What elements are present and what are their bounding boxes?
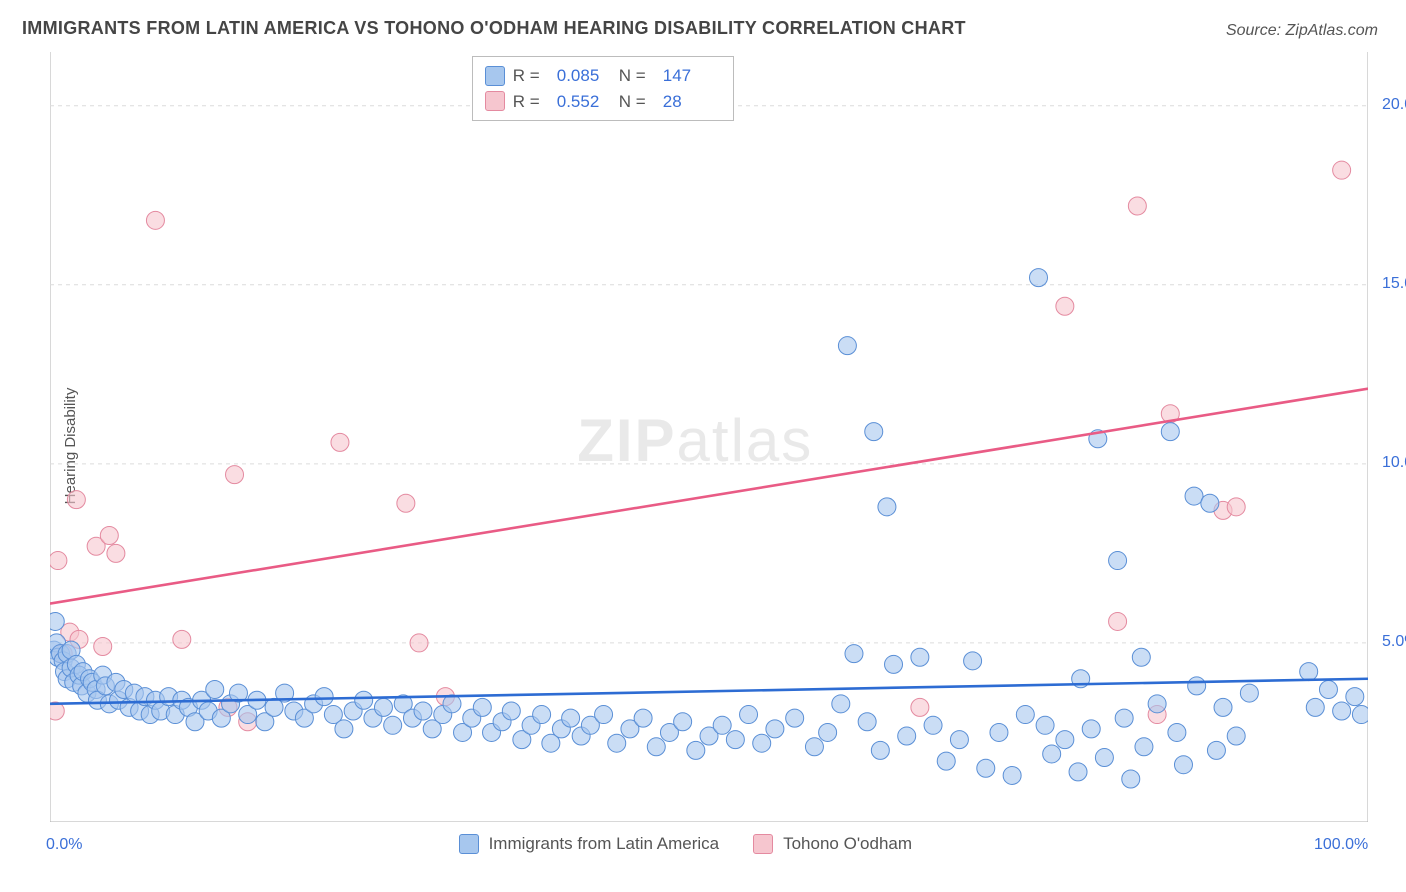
plot-area: ZIPatlas bbox=[50, 52, 1368, 822]
series-b-label: Tohono O'odham bbox=[783, 834, 912, 854]
axis-tick-label: 15.0% bbox=[1382, 275, 1406, 293]
legend-row: R = 0.085 N = 147 bbox=[485, 63, 717, 89]
series-a-label: Immigrants from Latin America bbox=[489, 834, 720, 854]
axis-tick-label: 20.0% bbox=[1382, 96, 1406, 114]
scatter-svg bbox=[50, 52, 1368, 822]
chart-title: IMMIGRANTS FROM LATIN AMERICA VS TOHONO … bbox=[22, 18, 966, 39]
n-label: N = bbox=[619, 63, 655, 89]
legend-item: Immigrants from Latin America bbox=[459, 834, 720, 854]
series-b-swatch bbox=[753, 834, 773, 854]
source-attribution: Source: ZipAtlas.com bbox=[1226, 22, 1378, 40]
series-a-swatch bbox=[485, 66, 505, 86]
r-value: 0.552 bbox=[557, 89, 611, 115]
axis-tick-label: 0.0% bbox=[46, 836, 82, 854]
chart-container: IMMIGRANTS FROM LATIN AMERICA VS TOHONO … bbox=[0, 0, 1406, 892]
axis-tick-label: 10.0% bbox=[1382, 454, 1406, 472]
correlation-legend: R = 0.085 N = 147 R = 0.552 N = 28 bbox=[472, 56, 734, 121]
series-a-swatch bbox=[459, 834, 479, 854]
n-value: 147 bbox=[663, 63, 717, 89]
r-label: R = bbox=[513, 89, 549, 115]
r-label: R = bbox=[513, 63, 549, 89]
r-value: 0.085 bbox=[557, 63, 611, 89]
series-legend: Immigrants from Latin America Tohono O'o… bbox=[459, 834, 912, 854]
source-name[interactable]: ZipAtlas.com bbox=[1286, 22, 1378, 39]
series-b-swatch bbox=[485, 91, 505, 111]
n-label: N = bbox=[619, 89, 655, 115]
axis-tick-label: 100.0% bbox=[1314, 836, 1368, 854]
source-label: Source: bbox=[1226, 22, 1286, 39]
legend-row: R = 0.552 N = 28 bbox=[485, 89, 717, 115]
n-value: 28 bbox=[663, 89, 717, 115]
axis-tick-label: 5.0% bbox=[1382, 633, 1406, 651]
legend-item: Tohono O'odham bbox=[753, 834, 912, 854]
